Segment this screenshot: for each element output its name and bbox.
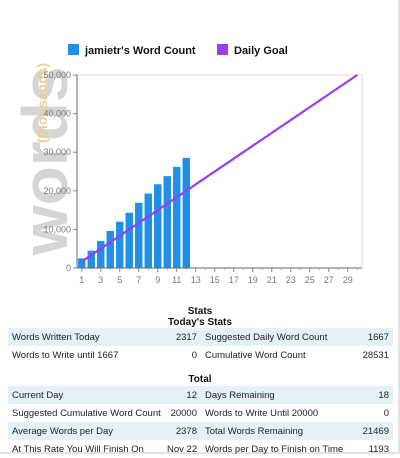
stats-row: Current Day 12 Days Remaining 18 [8, 386, 393, 404]
stats-row: Average Words per Day 2378 Total Words Rem… [8, 422, 393, 440]
x-tick-label: 11 [172, 275, 181, 285]
bar [106, 230, 114, 268]
today-stats-title: Today's Stats [168, 317, 232, 328]
stat-label: At This Rate You Will Finish On [12, 443, 144, 455]
x-tick-label: 21 [267, 275, 277, 285]
stat-value: 20000 [170, 407, 197, 419]
today-stats-table: Words Written Today 2317 Suggested Daily W… [8, 328, 393, 364]
x-tick-label: 29 [343, 275, 353, 285]
total-stats-table: Current Day 12 Days Remaining 18 Suggested C… [8, 386, 393, 458]
stat-value: 2317 [163, 328, 201, 346]
stat-label: Days Remaining [201, 386, 351, 404]
stat-value: 0 [191, 349, 197, 361]
x-tick-label: 17 [229, 275, 239, 285]
x-tick-label: 9 [155, 275, 160, 285]
stat-value: 1667 [351, 328, 393, 346]
stat-value: 12 [163, 386, 201, 404]
bar [173, 166, 181, 268]
stat-label: Average Words per Day [8, 422, 163, 440]
x-tick-label: 15 [210, 275, 220, 285]
stat-value: 18 [351, 386, 393, 404]
stats-row: Words to Write until 1667 0 Cumulative Wor… [8, 346, 393, 364]
bar [182, 157, 190, 268]
bar [154, 184, 162, 268]
stat-label: Cumulative Word Count [205, 349, 306, 361]
y-tick-label: 50,000 [43, 70, 71, 80]
goal-line [81, 74, 358, 263]
word-count-swatch-icon [68, 44, 79, 55]
bar [125, 212, 133, 268]
daily-goal-swatch-icon [217, 44, 228, 55]
total-stats-title: Total [188, 374, 212, 385]
x-tick-label: 5 [117, 275, 122, 285]
bar [87, 250, 95, 268]
stat-label: Words to Write until 1667 [12, 349, 119, 361]
stat-value: Nov 22 [167, 443, 198, 455]
stat-label: Suggested Daily Word Count [201, 328, 351, 346]
bar [163, 176, 171, 268]
x-tick-label: 7 [136, 275, 141, 285]
y-tick-label: 0 [66, 263, 71, 273]
stats-title: Stats [187, 306, 213, 317]
x-tick-label: 25 [305, 275, 315, 285]
x-tick-label: 3 [98, 275, 103, 285]
y-tick-label: 20,000 [43, 186, 71, 196]
stats-row: Words Written Today 2317 Suggested Daily W… [8, 328, 393, 346]
stat-label: Words to Write Until 20000 [205, 407, 319, 419]
y-tick-label: 10,000 [43, 224, 71, 234]
legend-label-daily-goal: Daily Goal [234, 45, 288, 57]
bar [144, 193, 152, 268]
stat-value: 0 [383, 407, 389, 419]
stats-row: Suggested Cumulative Word Count 20000 Word… [8, 404, 393, 422]
stat-label: Words Written Today [8, 328, 163, 346]
y-tick-label: 30,000 [43, 147, 71, 157]
bar [97, 240, 105, 268]
stat-label: Suggested Cumulative Word Count [12, 407, 161, 419]
stat-label: Total Words Remaining [201, 422, 351, 440]
bar [116, 221, 124, 268]
stat-label: Current Day [8, 386, 163, 404]
x-tick-label: 13 [191, 275, 201, 285]
bar [78, 258, 86, 268]
y-tick-label: 40,000 [43, 109, 71, 119]
x-tick-label: 27 [324, 275, 334, 285]
stats-row: At This Rate You Will Finish On Nov 22 Wor… [8, 440, 393, 458]
legend-item-word-count: jamietr's Word Count [68, 44, 196, 57]
x-tick-label: 19 [248, 275, 258, 285]
legend-label-word-count: jamietr's Word Count [85, 45, 196, 57]
stat-value: 1193 [368, 443, 389, 455]
x-tick-label: 1 [79, 275, 84, 285]
stat-label: Words per Day to Finish on Time [205, 443, 344, 455]
legend-item-daily-goal: Daily Goal [217, 44, 288, 57]
stat-value: 28531 [362, 349, 389, 361]
bar [135, 202, 143, 268]
stat-value: 2378 [163, 422, 201, 440]
stat-value: 21469 [351, 422, 393, 440]
x-tick-label: 23 [286, 275, 296, 285]
